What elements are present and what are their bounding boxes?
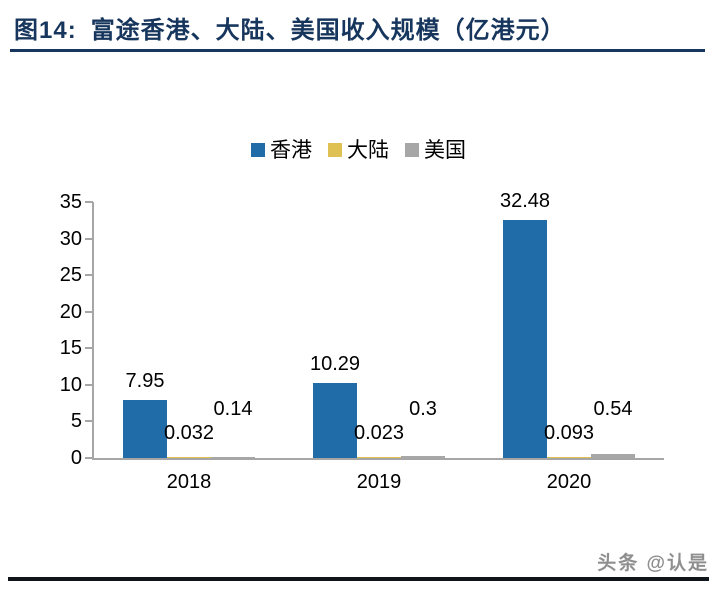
bar-美国-2018 <box>211 456 255 458</box>
bar-香港-2019 <box>313 382 357 458</box>
y-tick-label: 10 <box>59 373 82 396</box>
legend-item-1: 大陆 <box>328 137 389 162</box>
bottom-divider <box>8 577 709 581</box>
y-tick-label: 35 <box>59 191 82 213</box>
value-label-美国-2018: 0.14 <box>213 398 253 420</box>
bar-美国-2020 <box>591 454 635 458</box>
legend-item-2: 美国 <box>405 137 466 162</box>
legend-label: 美国 <box>424 137 466 162</box>
value-label-大陆-2019: 0.023 <box>353 422 405 444</box>
value-label-大陆-2020: 0.093 <box>543 422 595 444</box>
y-tick-label: 5 <box>70 410 82 433</box>
y-tick-label: 0 <box>70 447 82 469</box>
y-tick-mark <box>85 420 93 423</box>
chart-legend: 香港 大陆 美国 <box>0 137 717 163</box>
x-category-label-2018: 2018 <box>166 471 212 493</box>
figure-number: 图14: <box>14 17 77 44</box>
value-label-美国-2020: 0.54 <box>593 398 633 420</box>
legend-swatch-icon <box>405 143 419 157</box>
value-label-大陆-2018: 0.032 <box>163 422 215 444</box>
x-category-label-2019: 2019 <box>356 471 402 493</box>
y-tick-mark <box>85 347 93 350</box>
legend-swatch-icon <box>328 143 342 157</box>
y-tick-mark <box>85 383 93 386</box>
y-tick-mark <box>85 274 93 277</box>
watermark: 头条 @认是 <box>597 553 709 574</box>
legend-label: 大陆 <box>347 137 389 162</box>
bar-大陆-2020 <box>547 456 591 458</box>
bar-大陆-2018 <box>167 456 211 458</box>
figure-title: 图14: 富途香港、大陆、美国收入规模（亿港元） <box>14 10 704 45</box>
figure-title-text: 富途香港、大陆、美国收入规模（亿港元） <box>90 18 566 44</box>
legend-label: 香港 <box>270 137 312 162</box>
y-tick-mark <box>85 201 93 203</box>
x-category-label-2020: 2020 <box>546 471 592 493</box>
y-tick-label: 20 <box>59 300 82 323</box>
chart-plot-area: 0 5 10 15 20 25 30 35 7.95 0.032 0.14 2018 10.29 0.02… <box>60 191 664 492</box>
value-label-香港-2019: 10.29 <box>309 352 361 375</box>
y-tick-mark <box>85 457 93 459</box>
value-label-美国-2019: 0.3 <box>409 398 437 420</box>
bar-美国-2019 <box>401 455 445 458</box>
y-tick-label: 30 <box>59 227 82 250</box>
y-tick-mark <box>85 237 93 240</box>
y-tick-label: 25 <box>59 264 82 287</box>
bar-大陆-2019 <box>357 456 401 458</box>
title-divider <box>10 49 705 52</box>
value-label-香港-2018: 7.95 <box>125 369 165 392</box>
legend-swatch-icon <box>251 143 265 157</box>
value-label-香港-2020: 32.48 <box>499 190 551 213</box>
legend-item-0: 香港 <box>251 137 312 162</box>
y-tick-mark <box>85 310 93 313</box>
bar-香港-2020 <box>503 220 547 458</box>
bar-香港-2018 <box>123 399 167 458</box>
y-tick-label: 15 <box>59 337 82 360</box>
